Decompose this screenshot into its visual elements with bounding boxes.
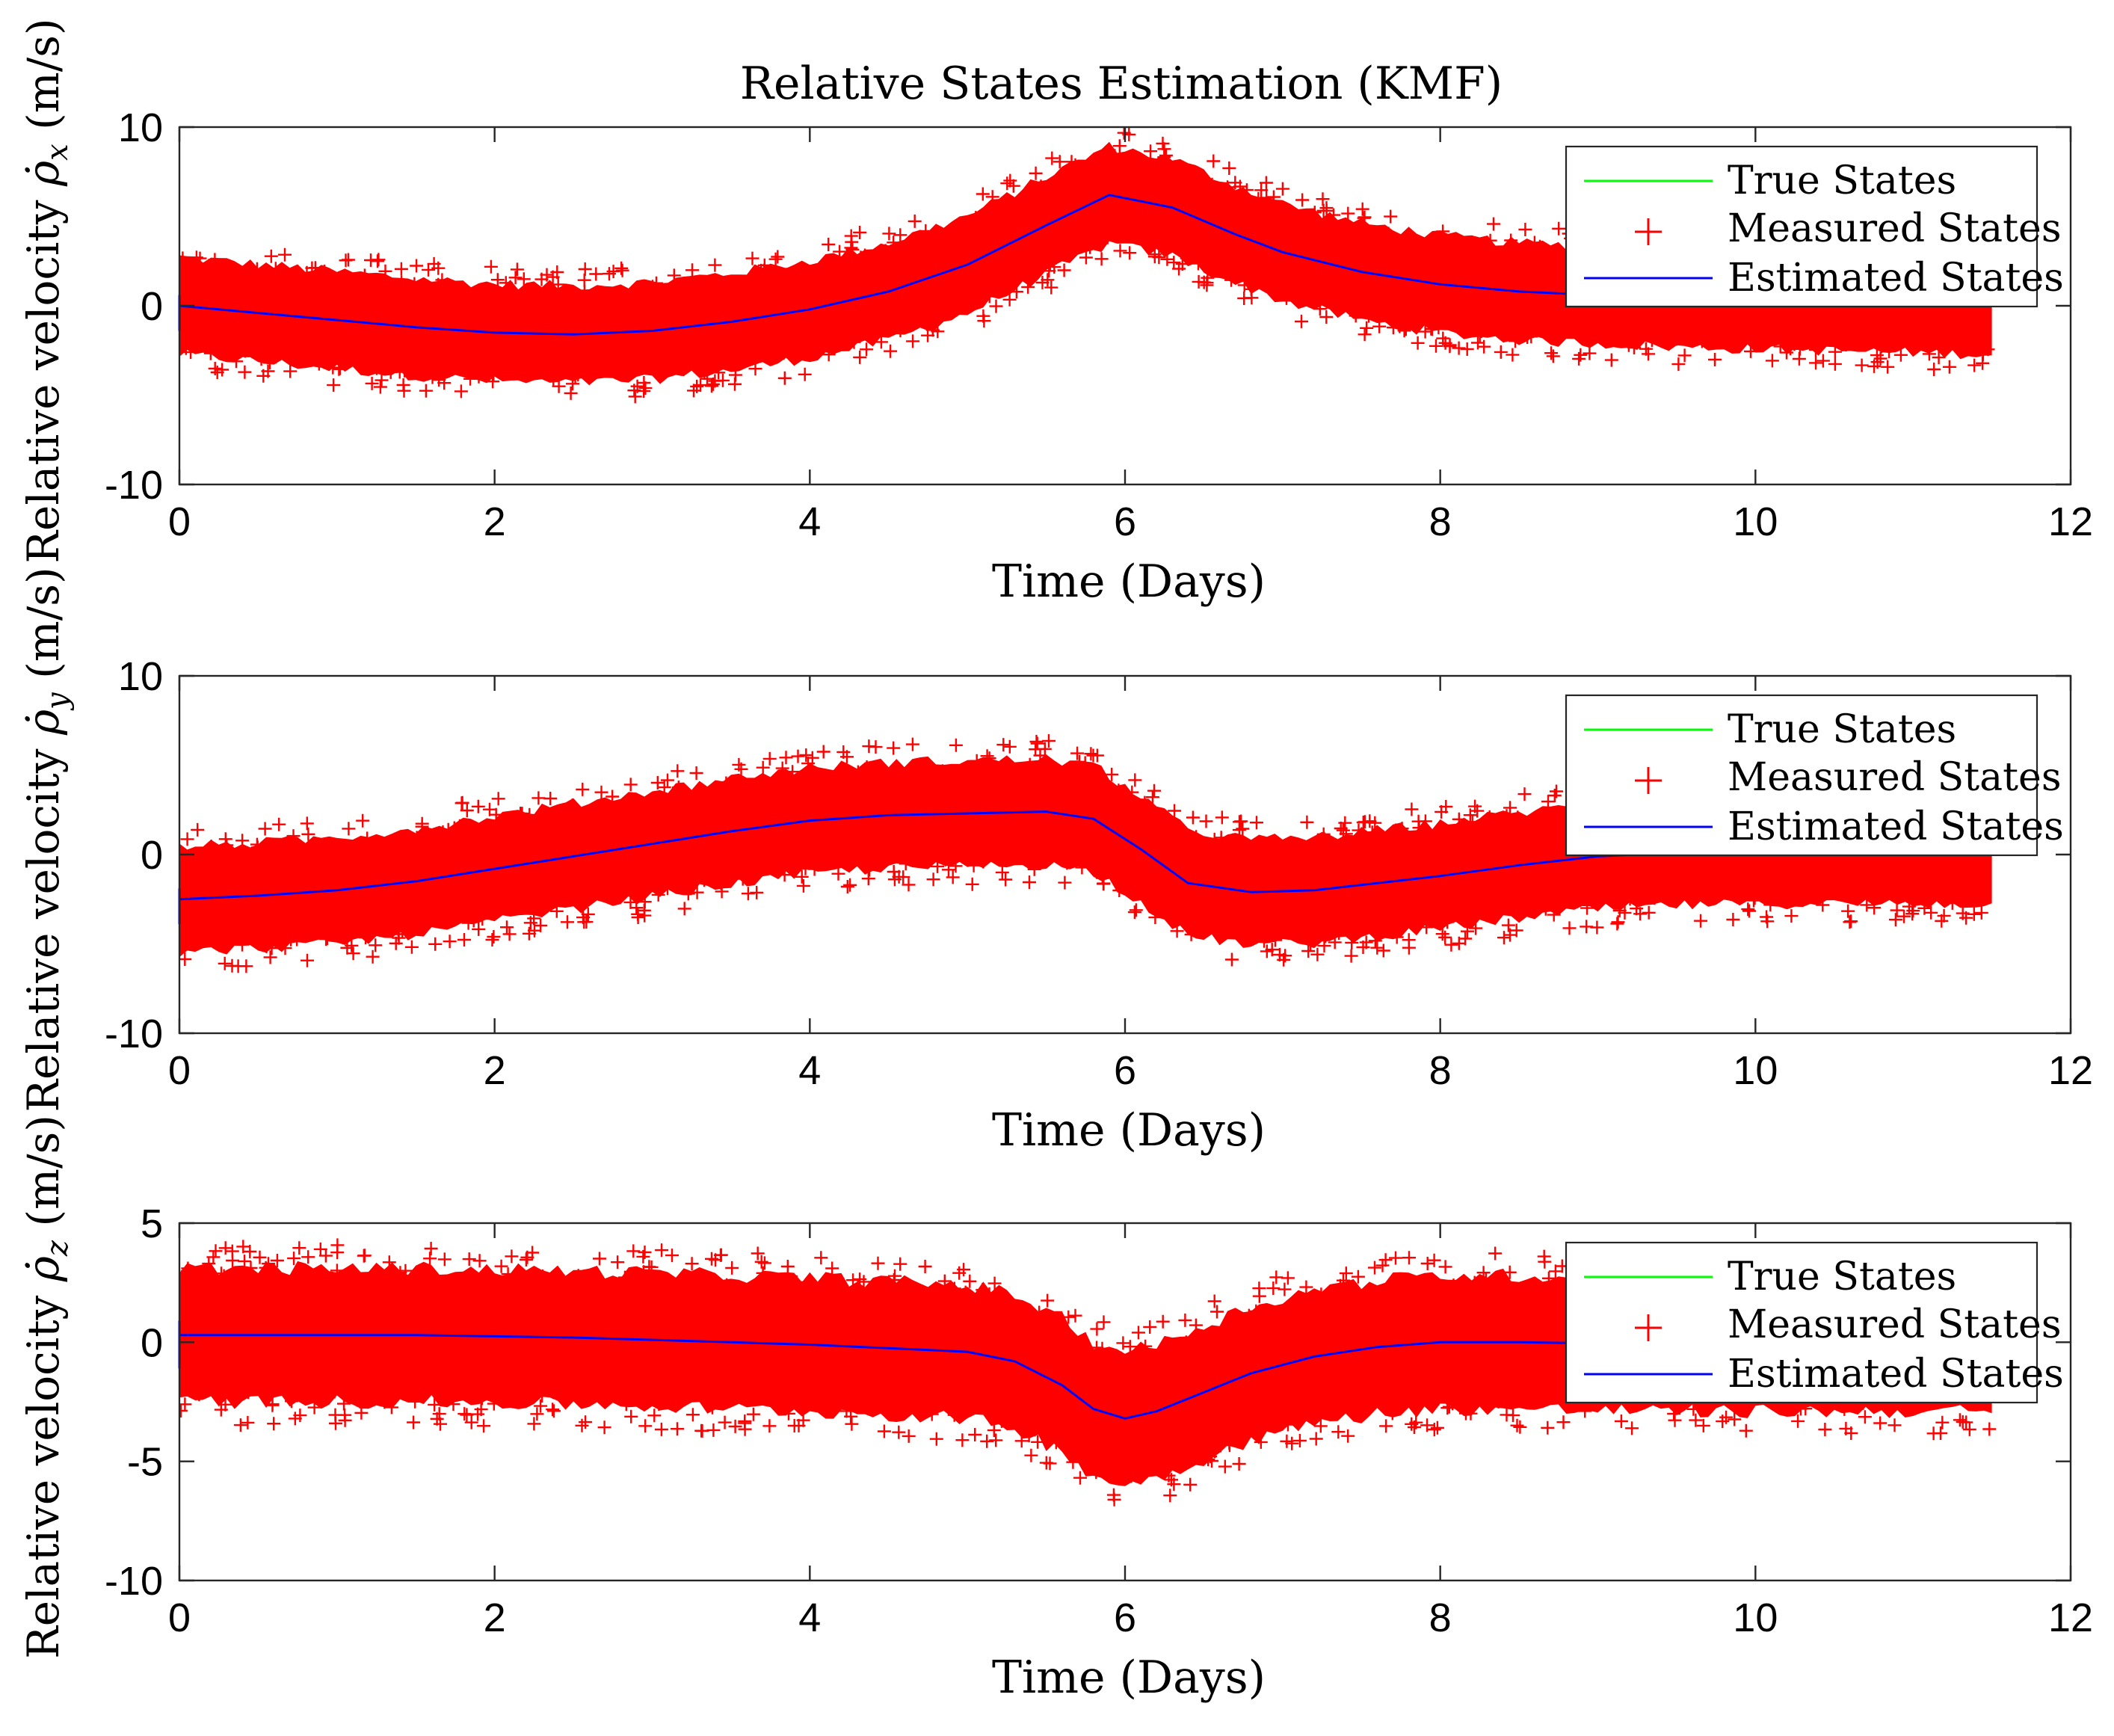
y-axis-label-symbol: ρ̇: [18, 1256, 69, 1282]
subplot-3: 0 2 4 6 8 10 12 -10 -5 0 5 Time (Days) Relative velo…: [18, 1115, 2093, 1704]
y-tick-label: 0: [141, 833, 163, 878]
x-tick-label: 0: [168, 1048, 191, 1093]
legend-box: [1565, 1241, 2038, 1404]
legend-label: Estimated States: [1728, 256, 2064, 301]
x-tick-label: 2: [484, 1048, 506, 1093]
x-tick-label: 4: [798, 1595, 821, 1640]
x-axis-label: Time (Days): [992, 555, 1266, 608]
legend-label: Estimated States: [1728, 1352, 2064, 1397]
y-axis-label-text: Relative velocity: [18, 186, 69, 564]
y-axis-label-unit: (m/s): [18, 18, 69, 144]
measured-noise-band: [179, 141, 1992, 386]
legend-label: True States: [1728, 707, 1956, 752]
x-tick-label: 6: [1114, 1595, 1136, 1640]
measured-noise-band: [179, 754, 1992, 958]
x-tick-label: 10: [1733, 1048, 1778, 1093]
legend-swatch-measured: [1635, 1314, 1662, 1341]
legend-box: [1565, 694, 2038, 857]
x-tick-label: 12: [2048, 499, 2093, 544]
y-tick-label: 0: [141, 1320, 163, 1365]
legend-label: Estimated States: [1728, 804, 2064, 849]
x-tick-label: 4: [798, 499, 821, 544]
y-axis-label-unit: (m/s): [18, 567, 69, 692]
x-tick-label: 8: [1429, 499, 1452, 544]
y-axis-label: Relative velocity ρ̇z (m/s): [18, 1115, 75, 1659]
y-tick-label: 5: [141, 1201, 163, 1246]
figure-title: Relative States Estimation (KMF): [740, 58, 1503, 110]
y-axis-label-text: Relative velocity: [18, 735, 69, 1112]
y-axis-label-subscript: x: [40, 144, 75, 161]
y-tick-label: -10: [105, 1559, 163, 1604]
legend-label: True States: [1728, 158, 1956, 203]
x-axis-label: Time (Days): [992, 1652, 1266, 1704]
legend-label: Measured States: [1728, 206, 2062, 251]
y-tick-label: 10: [118, 654, 163, 699]
y-tick-label: -10: [105, 463, 163, 508]
y-axis-label-symbol: ρ̇: [18, 161, 69, 187]
series-measured-states: [179, 734, 1993, 973]
y-axis-label-symbol: ρ̇: [18, 710, 69, 736]
y-axis-label: Relative velocity ρ̇y (m/s): [18, 567, 75, 1112]
y-axis-label-subscript: z: [40, 1240, 75, 1257]
y-axis-label-subscript: y: [40, 692, 75, 711]
x-tick-label: 0: [168, 1595, 191, 1640]
x-tick-label: 2: [484, 499, 506, 544]
legend-label: True States: [1728, 1255, 1956, 1299]
measured-plus-markers: [179, 734, 1993, 973]
y-tick-label: 10: [118, 105, 163, 150]
y-tick-label: -10: [105, 1012, 163, 1056]
y-tick-label: 0: [141, 284, 163, 329]
measured-noise-band: [179, 1261, 1992, 1486]
x-tick-label: 8: [1429, 1595, 1452, 1640]
x-tick-label: 10: [1733, 1595, 1778, 1640]
x-tick-label: 10: [1733, 499, 1778, 544]
y-axis-label-text: Relative velocity: [18, 1281, 69, 1659]
x-tick-label: 12: [2048, 1595, 2093, 1640]
x-tick-label: 12: [2048, 1048, 2093, 1093]
legend-label: Measured States: [1728, 755, 2062, 800]
legend-box: [1565, 145, 2038, 308]
legend-swatch-measured: [1635, 767, 1662, 794]
x-tick-label: 4: [798, 1048, 821, 1093]
y-axis-label-unit: (m/s): [18, 1115, 69, 1240]
x-tick-label: 8: [1429, 1048, 1452, 1093]
y-axis-label: Relative velocity ρ̇x (m/s): [18, 18, 75, 563]
legend-label: Measured States: [1728, 1302, 2062, 1347]
y-tick-label: -5: [127, 1440, 163, 1485]
x-tick-label: 2: [484, 1595, 506, 1640]
x-tick-label: 6: [1114, 1048, 1136, 1093]
x-axis-label: Time (Days): [992, 1104, 1266, 1157]
legend-swatch-measured: [1635, 218, 1662, 245]
x-tick-label: 0: [168, 499, 191, 544]
x-tick-label: 6: [1114, 499, 1136, 544]
